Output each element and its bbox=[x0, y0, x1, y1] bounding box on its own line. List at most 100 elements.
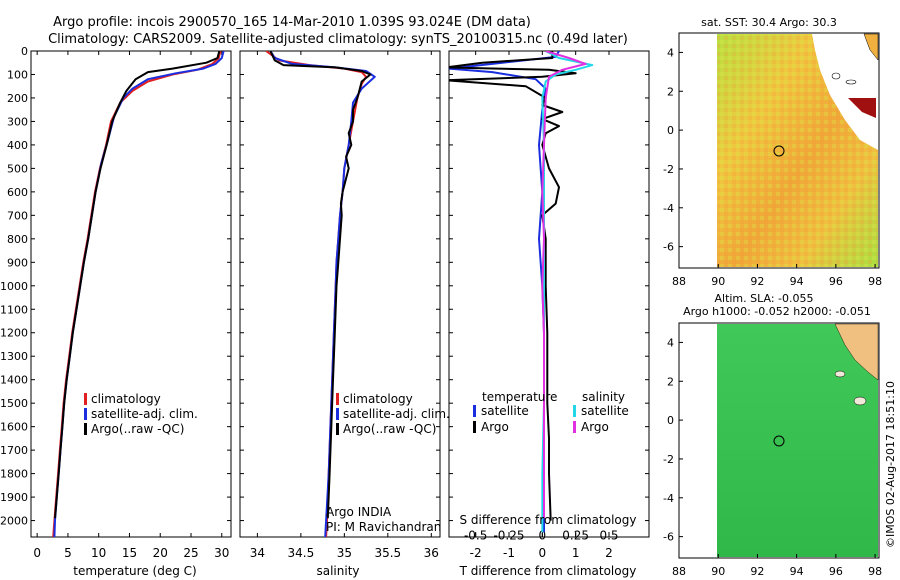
sst-map-ticks: 88 90 92 94 96 98 4 2 0 -2 -4 -6 bbox=[663, 46, 882, 288]
sla-float-marker bbox=[773, 435, 785, 447]
x-tick-label: 30 bbox=[214, 546, 229, 560]
lon-tick-label: 92 bbox=[750, 275, 764, 288]
x-tick-label: 25 bbox=[183, 546, 198, 560]
depth-tick-label: 0 bbox=[21, 45, 28, 58]
legend-climatology: climatology bbox=[343, 392, 413, 406]
legend-swatch-s-argo bbox=[573, 421, 576, 433]
temperature-ticks: 0 5 10 15 20 25 30 bbox=[33, 51, 229, 560]
legend-swatch-t-argo bbox=[473, 421, 476, 433]
series-line-argo-raw-qc- bbox=[54, 51, 221, 519]
x-tick-label: 34 bbox=[250, 546, 265, 560]
sst-land-island bbox=[848, 98, 876, 118]
legend-swatch-argo bbox=[84, 423, 87, 435]
s-difference-label: S difference from climatology bbox=[460, 513, 637, 527]
sla-land-mask bbox=[834, 323, 879, 381]
depth-tick-label: 200 bbox=[7, 92, 28, 105]
lon-tick-label: 88 bbox=[672, 275, 686, 288]
x-tick-label: 2 bbox=[605, 546, 613, 560]
x-tick-label: 35.5 bbox=[374, 546, 401, 560]
legend-satellite: satellite-adj. clim. bbox=[343, 407, 450, 421]
legend-swatch-climatology bbox=[84, 393, 87, 405]
sst-island-1 bbox=[831, 72, 841, 80]
sla-map-panel: Altim. SLA: -0.055 Argo h1000: -0.052 h2… bbox=[663, 292, 882, 578]
depth-tick-label: 1400 bbox=[0, 374, 28, 387]
sla-field bbox=[717, 324, 878, 557]
sla-island-2 bbox=[853, 396, 867, 406]
salinity-legend: climatology satellite-adj. clim. Argo(..… bbox=[336, 392, 450, 436]
lon-tick-label: 96 bbox=[829, 565, 843, 578]
lon-tick-label: 94 bbox=[790, 275, 804, 288]
sst-float-marker bbox=[773, 145, 785, 157]
x-tick-label: 5 bbox=[64, 546, 72, 560]
sla-map-title-2: Argo h1000: -0.052 h2000: -0.051 bbox=[683, 305, 871, 318]
legend-swatch-climatology bbox=[336, 393, 339, 405]
sst-land-coast bbox=[863, 33, 879, 61]
depth-tick-label: 1900 bbox=[0, 491, 28, 504]
lat-tick-label: 2 bbox=[667, 375, 674, 388]
s-tick-label: 0 bbox=[539, 529, 547, 543]
sst-island-2 bbox=[845, 79, 857, 85]
salinity-axes bbox=[239, 50, 441, 538]
s-tick-label: -0.5 bbox=[464, 529, 487, 543]
x-tick-label: 15 bbox=[122, 546, 137, 560]
depth-tick-label: 2000 bbox=[0, 515, 28, 528]
x-tick-label: 1 bbox=[572, 546, 580, 560]
x-tick-label: 36 bbox=[424, 546, 439, 560]
difference-legend: temperature satellite Argo salinity sate… bbox=[473, 390, 629, 434]
legend-salinity-title: salinity bbox=[582, 390, 625, 404]
copyright-footer: ©IMOS 02-Aug-2017 18:51:10 bbox=[884, 381, 897, 548]
lat-tick-label: 0 bbox=[667, 414, 674, 427]
lat-tick-label: -2 bbox=[663, 163, 674, 176]
lat-tick-label: 2 bbox=[667, 85, 674, 98]
depth-tick-label: 1700 bbox=[0, 444, 28, 457]
depth-tick-label: 1000 bbox=[0, 280, 28, 293]
sst-land-mask bbox=[812, 34, 878, 150]
s-tick-label: -0.25 bbox=[493, 529, 524, 543]
legend-satellite: satellite-adj. clim. bbox=[91, 407, 198, 421]
x-tick-label: 34.5 bbox=[288, 546, 315, 560]
depth-tick-label: 400 bbox=[7, 139, 28, 152]
depth-tick-label: 100 bbox=[7, 68, 28, 81]
depth-tick-label: 1100 bbox=[0, 303, 28, 316]
x-tick-label: 20 bbox=[153, 546, 168, 560]
x-tick-label: 35 bbox=[337, 546, 352, 560]
depth-tick-label: 600 bbox=[7, 186, 28, 199]
depth-tick-label: 900 bbox=[7, 256, 28, 269]
lat-tick-label: 4 bbox=[667, 336, 674, 349]
annotation-pi: PI: M Ravichandran bbox=[326, 520, 441, 534]
sla-island-1 bbox=[834, 370, 846, 378]
legend-swatch-t-satellite bbox=[473, 405, 476, 417]
depth-tick-label: 1300 bbox=[0, 350, 28, 363]
depth-ticks: 0 100 200 300 400 500 600 700 800 900 1000 1100 1200… bbox=[0, 45, 231, 528]
sla-map-ticks: 88 90 92 94 96 98 4 2 0 -2 -4 -6 bbox=[663, 336, 882, 578]
depth-tick-label: 1200 bbox=[0, 327, 28, 340]
x-tick-label: -2 bbox=[470, 546, 482, 560]
x-tick-label: 0 bbox=[539, 546, 547, 560]
lat-tick-label: -6 bbox=[663, 531, 674, 544]
legend-swatch-satellite bbox=[336, 408, 339, 420]
x-tick-label: -1 bbox=[503, 546, 515, 560]
lon-tick-label: 92 bbox=[750, 565, 764, 578]
depth-tick-label: 700 bbox=[7, 209, 28, 222]
salinity-panel: 34 34.5 35 35.5 36 salinity climatology sate… bbox=[239, 50, 450, 578]
depth-tick-label: 1800 bbox=[0, 468, 28, 481]
sst-map-title: sat. SST: 30.4 Argo: 30.3 bbox=[701, 16, 837, 29]
legend-swatch-satellite bbox=[84, 408, 87, 420]
lon-tick-label: 90 bbox=[711, 275, 725, 288]
legend-t-argo: Argo bbox=[481, 420, 509, 434]
s-difference-ticks: -0.5 -0.25 0 0.25 0.5 bbox=[464, 529, 619, 543]
lat-tick-label: 4 bbox=[667, 46, 674, 59]
lat-tick-label: -6 bbox=[663, 241, 674, 254]
temperature-axes bbox=[30, 50, 232, 538]
sst-map-panel: sat. SST: 30.4 Argo: 30.3 88 90 92 94 96 98 4 2… bbox=[663, 16, 882, 288]
legend-s-argo: Argo bbox=[581, 420, 609, 434]
series-line-s-argo bbox=[541, 51, 587, 519]
sla-map-title-1: Altim. SLA: -0.055 bbox=[714, 292, 813, 305]
lat-tick-label: 0 bbox=[667, 124, 674, 137]
x-tick-label: 10 bbox=[91, 546, 106, 560]
s-tick-label: 0.5 bbox=[599, 529, 618, 543]
legend-argo: Argo(..raw -QC) bbox=[343, 422, 436, 436]
lon-tick-label: 96 bbox=[829, 275, 843, 288]
legend-s-satellite: satellite bbox=[581, 404, 629, 418]
